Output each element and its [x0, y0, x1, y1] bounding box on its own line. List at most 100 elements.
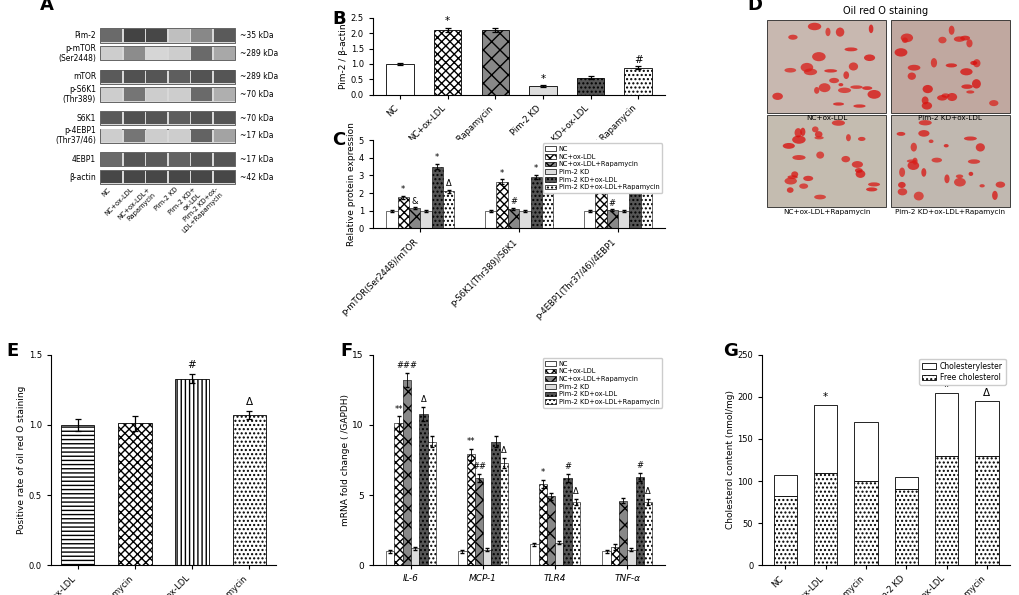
Text: *: * [644, 168, 648, 177]
Y-axis label: Cholesterol content (nmol/mg): Cholesterol content (nmol/mg) [726, 390, 734, 530]
Bar [627, 550, 635, 565]
Bar [213, 29, 234, 42]
Bar [191, 112, 212, 124]
Bar [123, 130, 145, 142]
Bar [191, 70, 212, 83]
Bar [213, 130, 234, 142]
Text: p-4EBP1
(Thr37/46): p-4EBP1 (Thr37/46) [55, 126, 96, 145]
Ellipse shape [936, 95, 947, 101]
Bar [583, 211, 595, 228]
Ellipse shape [897, 182, 905, 188]
Bar [466, 455, 475, 565]
Bar [213, 47, 234, 60]
Ellipse shape [824, 28, 829, 36]
Ellipse shape [843, 71, 848, 79]
Bar [577, 78, 604, 95]
Bar [485, 211, 496, 228]
Bar [766, 115, 886, 207]
Ellipse shape [863, 55, 874, 61]
Ellipse shape [968, 172, 972, 176]
Text: *: * [444, 17, 449, 26]
Ellipse shape [848, 62, 857, 71]
Ellipse shape [971, 79, 980, 89]
Bar [640, 181, 651, 228]
Text: &: & [411, 196, 418, 206]
Ellipse shape [930, 58, 936, 67]
Bar [191, 153, 212, 165]
Ellipse shape [803, 68, 816, 75]
Bar [123, 29, 145, 42]
Bar [397, 198, 409, 228]
Bar [123, 88, 145, 101]
Text: Δ: Δ [544, 179, 550, 188]
Text: Δ: Δ [445, 179, 451, 188]
Ellipse shape [854, 168, 862, 173]
Ellipse shape [899, 168, 904, 177]
Ellipse shape [857, 137, 865, 141]
Text: *: * [540, 468, 544, 477]
Ellipse shape [948, 26, 954, 35]
Ellipse shape [811, 126, 817, 132]
Ellipse shape [941, 93, 949, 98]
Ellipse shape [788, 35, 797, 40]
Text: ~17 kDa: ~17 kDa [239, 155, 273, 164]
Ellipse shape [853, 104, 865, 108]
Y-axis label: Relative protein expression: Relative protein expression [346, 123, 356, 246]
Bar [618, 211, 629, 228]
Text: Pim-2 KD+ox-
LDL+Rapamycin: Pim-2 KD+ox- LDL+Rapamycin [176, 186, 224, 234]
Bar [624, 68, 651, 95]
Ellipse shape [814, 131, 821, 137]
Ellipse shape [963, 136, 976, 140]
Legend: NC, NC+ox-LDL, NC+ox-LDL+Rapamycin, Pim-2 KD, Pim-2 KD+ox-LDL, Pim-2 KD+ox-LDL+R: NC, NC+ox-LDL, NC+ox-LDL+Rapamycin, Pim-… [542, 358, 661, 408]
Ellipse shape [833, 102, 844, 106]
Ellipse shape [918, 120, 931, 126]
Text: G: G [722, 342, 737, 360]
Bar [602, 551, 610, 565]
Bar [101, 70, 122, 83]
Text: #: # [631, 154, 638, 162]
Text: ~289 kDa: ~289 kDa [239, 49, 278, 58]
Text: Oil red O staining: Oil red O staining [843, 6, 927, 15]
Bar [420, 211, 431, 228]
Ellipse shape [861, 86, 871, 90]
Bar [191, 47, 212, 60]
Ellipse shape [851, 161, 862, 168]
Bar [813, 405, 837, 472]
Ellipse shape [787, 176, 797, 179]
Bar [123, 70, 145, 83]
Text: *: * [400, 185, 405, 195]
Ellipse shape [965, 39, 971, 48]
Bar [894, 490, 917, 565]
Ellipse shape [907, 73, 915, 80]
Bar [431, 167, 442, 228]
Bar [491, 441, 499, 565]
Bar [101, 29, 122, 42]
Bar [546, 496, 554, 565]
Bar [101, 111, 235, 125]
Bar [894, 477, 917, 490]
Bar [853, 481, 876, 565]
Ellipse shape [823, 69, 837, 73]
Bar [191, 88, 212, 101]
Ellipse shape [813, 195, 825, 199]
Ellipse shape [901, 37, 907, 43]
Ellipse shape [921, 85, 932, 93]
Bar [146, 171, 167, 183]
Text: B: B [331, 10, 345, 28]
Ellipse shape [930, 158, 942, 162]
Bar [101, 46, 235, 60]
Bar [813, 472, 837, 565]
Text: NC+ox-LDL+Rapamycin: NC+ox-LDL+Rapamycin [783, 209, 869, 215]
Bar [213, 112, 234, 124]
Ellipse shape [813, 136, 823, 139]
Ellipse shape [975, 143, 984, 152]
Bar [554, 543, 562, 565]
Y-axis label: Pim-2 / β-actin: Pim-2 / β-actin [338, 23, 347, 89]
Bar [146, 153, 167, 165]
Bar [101, 29, 235, 43]
Bar [629, 167, 640, 228]
Text: Δ: Δ [573, 487, 578, 496]
Text: #: # [608, 199, 615, 208]
Bar [168, 153, 190, 165]
Text: ~289 kDa: ~289 kDa [239, 73, 278, 82]
